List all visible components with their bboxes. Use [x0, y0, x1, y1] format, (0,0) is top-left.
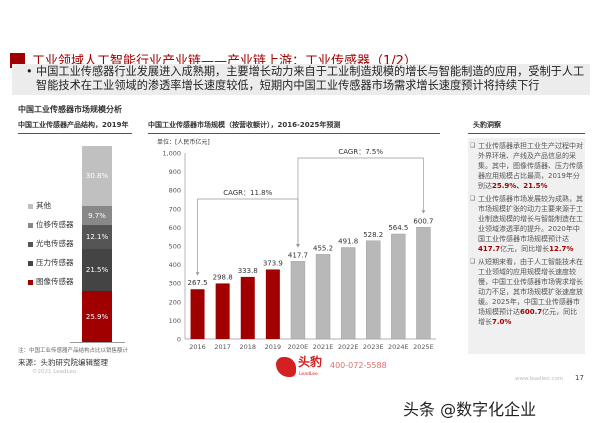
- legend-label: 位移传感器: [36, 220, 74, 229]
- x-tick-label: 2020E: [288, 343, 309, 351]
- bar: [240, 276, 255, 339]
- divider: [148, 133, 440, 134]
- stack-segment: 25.9%: [82, 291, 112, 342]
- bar: [315, 254, 331, 340]
- unit-label: 单位：[人民币亿元]: [157, 139, 210, 146]
- legend-item: 压力传感器: [28, 257, 74, 268]
- data-label: 373.9: [263, 259, 283, 267]
- market-chart-title: 中国工业传感器市场规模（按营收额计），2016-2025年预测: [148, 121, 341, 129]
- data-label: 417.7: [288, 251, 308, 259]
- legend-item: 光电传感器: [28, 238, 74, 249]
- legend-label: 压力传感器: [36, 258, 74, 267]
- data-label: 600.7: [413, 217, 433, 225]
- legend-item: 其他: [28, 200, 51, 211]
- bar: [416, 227, 431, 340]
- data-label: 491.8: [338, 238, 358, 246]
- data-label: 564.5: [388, 224, 408, 232]
- arrow-icon: [195, 272, 200, 276]
- cagr-label: CAGR：11.8%: [223, 189, 272, 197]
- x-tick-label: 2021E: [313, 343, 334, 351]
- website: www.leadleo.com: [515, 376, 564, 382]
- bar: [366, 240, 381, 340]
- source: 来源：头豹研究院编辑整理: [18, 358, 108, 367]
- baseline: [70, 342, 125, 343]
- x-tick-label: 2024E: [388, 343, 409, 351]
- legend-label: 图像传感器: [36, 277, 74, 286]
- bar: [190, 289, 205, 339]
- x-tick-label: 2023E: [363, 343, 384, 351]
- cagr-bracket: [297, 157, 424, 248]
- legend-swatch: [28, 241, 33, 247]
- insight-item: 工业传感器市场发展较为成熟，其市场规模扩张的动力主要来源于工业制造规模的增长与智…: [470, 194, 583, 254]
- legend-label: 光电传感器: [36, 239, 74, 248]
- bar: [265, 269, 280, 339]
- y-tick-label: 700: [169, 205, 181, 213]
- data-label: 455.2: [313, 244, 333, 252]
- x-tick-label: 2018: [239, 343, 256, 351]
- x-tick-label: 2019: [265, 343, 282, 351]
- watermark: 头条 @数字化企业: [403, 400, 537, 419]
- data-label: 267.5: [188, 279, 208, 287]
- x-tick-label: 2022E: [338, 343, 359, 351]
- stack-segment: 9.7%: [82, 206, 112, 226]
- legend-label: 其他: [36, 201, 51, 210]
- divider: [468, 133, 585, 134]
- x-tick-label: 2016: [189, 343, 206, 351]
- page-number: 17: [575, 374, 584, 382]
- data-label: 333.8: [238, 267, 258, 275]
- y-tick-label: 600: [169, 224, 181, 232]
- x-tick-label: 2017: [214, 343, 231, 351]
- y-tick-label: 400: [169, 261, 181, 269]
- bar: [215, 283, 230, 339]
- y-tick-label: 1,000: [162, 150, 181, 158]
- insight-item: 工业传感器承担工业生产过程中对外界环境、产线及产品信息的采集。其中，图像传感器、…: [470, 141, 583, 191]
- bullet-dot: •: [26, 65, 33, 78]
- stack-segment: 30.8%: [82, 146, 112, 207]
- brand-name: 头豹: [298, 355, 323, 369]
- copyright: ©2021 LeadLeo: [32, 369, 77, 375]
- x-tick-label: 2025E: [413, 343, 434, 351]
- section-title: 中国工业传感器市场规模分析: [18, 105, 122, 114]
- y-tick-label: 100: [169, 317, 181, 325]
- insight-title: 头豹洞察: [473, 121, 501, 129]
- y-tick-label: 200: [169, 298, 181, 306]
- y-tick-label: 900: [169, 168, 181, 176]
- bar: [340, 247, 356, 340]
- y-tick-label: 300: [169, 280, 181, 288]
- y-tick-label: 500: [169, 243, 181, 251]
- legend-item: 图像传感器: [28, 276, 74, 287]
- leadleo-logo-icon: [276, 357, 296, 377]
- brand-en: LeadLeo: [299, 372, 318, 377]
- bar: [290, 261, 306, 340]
- chart-note: 注：中国工业传感器产品结构占比以销售额计: [18, 348, 129, 354]
- arrow-icon: [295, 244, 300, 248]
- summary-text: 中国工业传感器行业发展进入成熟期，主要增长动力来自于工业制造规模的增长与智能制造…: [36, 65, 585, 92]
- divider: [18, 133, 132, 134]
- legend-swatch: [28, 222, 33, 228]
- structure-chart-title: 中国工业传感器产品结构，2019年: [18, 121, 129, 129]
- data-label: 528.2: [363, 231, 383, 239]
- legend-swatch: [28, 279, 33, 285]
- data-label: 298.8: [213, 273, 233, 281]
- phone: 400-072-5588: [330, 361, 387, 370]
- cagr-bracket: [197, 198, 299, 276]
- arrow-icon: [421, 210, 426, 214]
- stack-segment: 12.1%: [82, 225, 112, 250]
- stack-segment: 21.5%: [82, 249, 112, 292]
- legend-swatch: [28, 203, 33, 209]
- summary-bullet: • 中国工业传感器行业发展进入成熟期，主要增长动力来自于工业制造规模的增长与智能制…: [12, 64, 590, 95]
- y-tick-label: 0: [177, 336, 181, 344]
- legend-swatch: [28, 260, 33, 266]
- insight-item: 从短期来看，由于人工智能技术在工业领域的应用规模增长速度较慢，中国工业传感器市场…: [470, 257, 583, 327]
- legend-item: 位移传感器: [28, 219, 74, 230]
- cagr-label: CAGR：7.5%: [338, 148, 383, 156]
- insight-panel: 工业传感器承担工业生产过程中对外界环境、产线及产品信息的采集。其中，图像传感器、…: [468, 138, 585, 354]
- bar: [391, 233, 406, 340]
- y-tick-label: 800: [169, 187, 181, 195]
